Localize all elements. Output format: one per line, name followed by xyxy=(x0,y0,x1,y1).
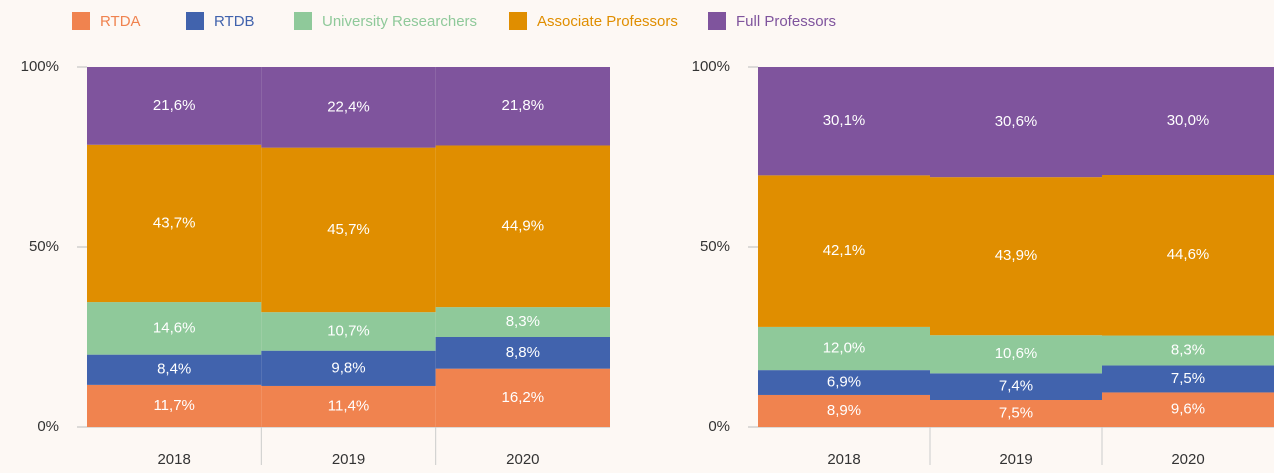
bar-segment: RTDB xyxy=(930,373,1102,400)
value-label: 8,8% xyxy=(506,344,540,361)
legend-label: RTDA xyxy=(100,13,141,30)
y-tick-label: 50% xyxy=(700,238,730,255)
y-tick-label: 0% xyxy=(37,418,59,435)
bar-segment xyxy=(87,354,262,385)
value-label: 30,6% xyxy=(995,113,1038,130)
bar-segment: University Researchers xyxy=(758,326,930,371)
value-label: 10,7% xyxy=(327,322,370,339)
value-label: 16,2% xyxy=(502,389,545,406)
bar-segment: University Researchers xyxy=(1102,335,1274,366)
legend-swatch xyxy=(509,12,527,30)
value-label: 45,7% xyxy=(327,221,370,238)
y-tick-label: 100% xyxy=(692,58,730,75)
value-label: 8,3% xyxy=(506,313,540,330)
legend-label: RTDB xyxy=(214,13,255,30)
bar-segment xyxy=(435,368,610,427)
legend-swatch xyxy=(186,12,204,30)
bar-segment xyxy=(87,384,262,427)
bar-segment: Associate Professors xyxy=(930,177,1102,336)
legend-swatch xyxy=(294,12,312,30)
bar-segment xyxy=(87,67,262,145)
bar-segment xyxy=(261,385,436,427)
bar-segment xyxy=(87,144,262,303)
bar-segment: Full Professors xyxy=(1102,67,1274,175)
bar-segment: Associate Professors xyxy=(758,175,930,327)
x-tick-label: 2018 xyxy=(157,451,190,468)
value-label: 9,6% xyxy=(1171,401,1205,418)
value-label: 11,7% xyxy=(153,397,194,414)
value-label: 43,7% xyxy=(153,214,196,231)
value-label: 42,1% xyxy=(823,242,866,259)
value-label: 11,4% xyxy=(328,397,369,414)
bar-segment: RTDB xyxy=(758,370,930,395)
bar-segment: Associate Professors xyxy=(1102,175,1274,336)
bar-segment: Full Professors xyxy=(930,67,1102,178)
bar-segment xyxy=(435,307,610,337)
value-label: 7,5% xyxy=(999,404,1033,421)
bar-segment: RTDA xyxy=(758,394,930,427)
x-tick-label: 2019 xyxy=(999,451,1032,468)
value-label: 21,8% xyxy=(502,97,545,114)
bar-segment xyxy=(435,145,610,308)
value-label: 14,6% xyxy=(153,319,196,336)
x-tick-label: 2020 xyxy=(506,451,539,468)
x-tick-label: 2019 xyxy=(332,451,365,468)
value-label: 43,9% xyxy=(995,247,1038,264)
bar-segment: RTDA xyxy=(930,400,1102,427)
value-label: 10,6% xyxy=(995,345,1038,362)
value-label: 22,4% xyxy=(327,98,370,115)
x-tick-label: 2018 xyxy=(827,451,860,468)
bar-segment xyxy=(261,147,436,313)
value-label: 7,5% xyxy=(1171,370,1205,387)
value-label: 30,1% xyxy=(823,112,866,129)
legend-label: Full Professors xyxy=(736,13,836,30)
legend-label: Associate Professors xyxy=(537,13,678,30)
value-label: 7,4% xyxy=(999,378,1033,395)
y-tick-label: 100% xyxy=(21,58,59,75)
bar-segment: RTDB xyxy=(1102,365,1274,393)
value-label: 8,4% xyxy=(157,361,191,378)
bar-segment: RTDA xyxy=(1102,392,1274,427)
bar-segment xyxy=(87,302,262,355)
value-label: 21,6% xyxy=(153,97,196,114)
legend-label: University Researchers xyxy=(322,13,477,30)
value-label: 8,3% xyxy=(1171,341,1205,358)
bar-segment xyxy=(435,337,610,369)
bar-segment xyxy=(261,350,436,386)
bar-segment xyxy=(261,312,436,351)
value-label: 8,9% xyxy=(827,402,861,419)
value-label: 9,8% xyxy=(331,359,365,376)
bar-segment xyxy=(435,67,610,146)
value-label: 44,9% xyxy=(502,217,545,234)
y-tick-label: 50% xyxy=(29,238,59,255)
x-tick-label: 2020 xyxy=(1171,451,1204,468)
value-label: 12,0% xyxy=(823,339,866,356)
value-label: 6,9% xyxy=(827,374,861,391)
bar-segment: Full Professors xyxy=(758,67,930,176)
value-label: 30,0% xyxy=(1167,112,1210,129)
bar-segment: University Researchers xyxy=(930,335,1102,374)
bar-segment xyxy=(261,67,436,148)
legend-swatch xyxy=(708,12,726,30)
value-label: 44,6% xyxy=(1167,246,1210,263)
y-tick-label: 0% xyxy=(708,418,730,435)
legend-swatch xyxy=(72,12,90,30)
